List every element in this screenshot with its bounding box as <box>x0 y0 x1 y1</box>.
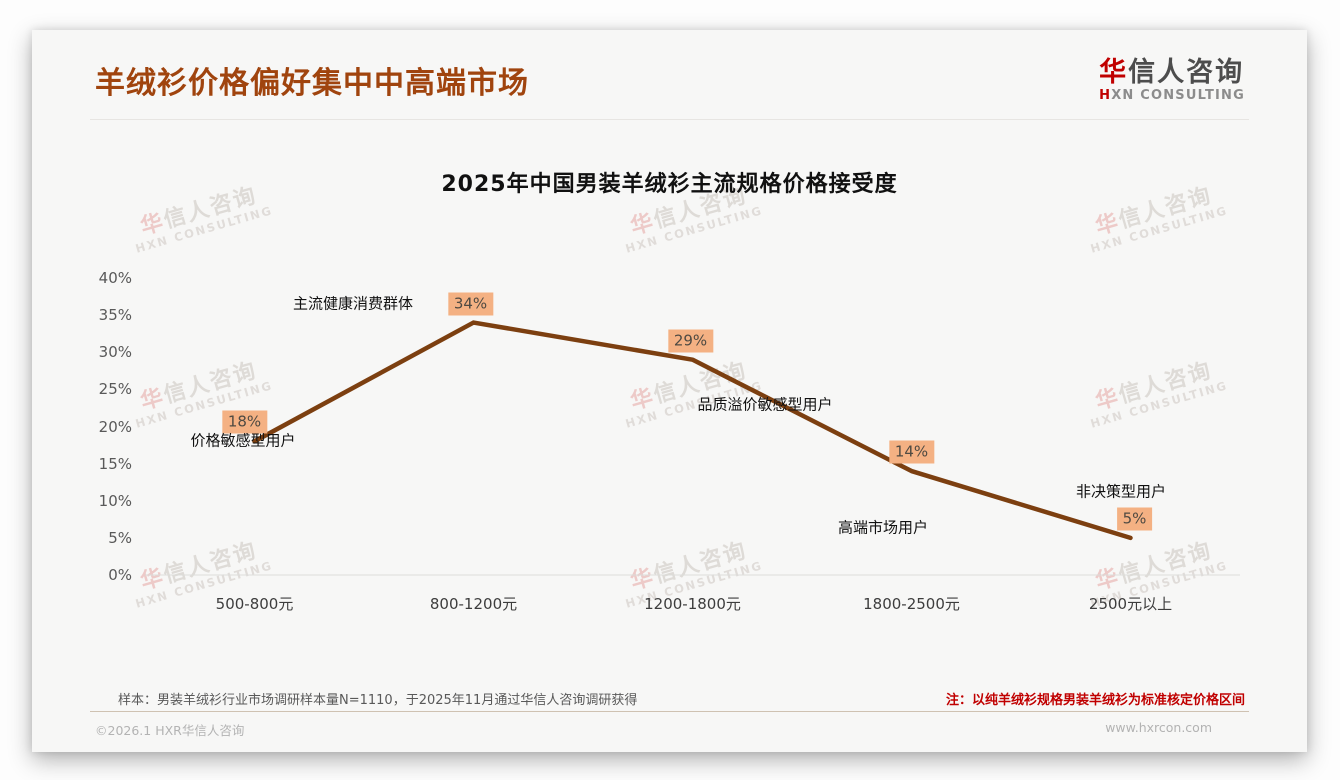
logo-chinese-name: 华信人咨询 <box>1099 58 1245 88</box>
y-axis-tick-label: 25% <box>98 380 132 399</box>
data-point-value-label: 14% <box>888 440 935 464</box>
footer-divider <box>90 711 1249 712</box>
website-text: www.hxrcon.com <box>1105 720 1212 735</box>
y-axis-tick-label: 35% <box>98 306 132 325</box>
data-point-value-label: 18% <box>221 410 268 434</box>
x-axis-category-label: 2500元以上 <box>1088 595 1173 613</box>
x-axis-category-label: 800-1200元 <box>429 595 518 613</box>
report-header: 羊绒衫价格偏好集中中高端市场 华信人咨询 HXN CONSULTING <box>95 58 1245 103</box>
y-axis-tick-label: 5% <box>108 528 132 547</box>
header-divider <box>90 119 1249 120</box>
y-axis-tick-label: 30% <box>98 343 132 362</box>
x-axis-category-label: 500-800元 <box>215 595 294 613</box>
segment-annotation-label: 高端市场用户 <box>837 518 929 537</box>
segment-annotation-label: 品质溢价敏感型用户 <box>697 395 833 414</box>
logo-en-rest: XN CONSULTING <box>1111 87 1245 103</box>
logo-name-rest: 信人咨询 <box>1128 57 1245 88</box>
copyright-text: ©2026.1 HXR华信人咨询 <box>95 723 245 738</box>
sample-footnote: 样本：男装羊绒衫行业市场调研样本量N=1110，于2025年11月通过华信人咨询… <box>118 693 638 708</box>
line-chart: 0% 5% 10% 15% 20% 25% 30% 35% 40% 500-800元 800-120… <box>32 30 1307 752</box>
company-logo: 华信人咨询 HXN CONSULTING <box>1099 58 1245 103</box>
data-point-value-label: 34% <box>447 292 494 316</box>
y-axis-tick-label: 0% <box>108 566 132 584</box>
price-note: 注：以纯羊绒衫规格男装羊绒衫为标准核定价格区间 <box>945 693 1245 708</box>
segment-annotation-label: 价格敏感型用户 <box>190 431 296 450</box>
logo-en-accent: H <box>1099 87 1112 103</box>
chart-canvas <box>145 320 1240 576</box>
chart-title: 2025年中国男装羊绒衫主流规格价格接受度 <box>441 172 898 197</box>
x-axis-category-label: 1200-1800元 <box>644 595 741 613</box>
x-axis-category-label: 1800-2500元 <box>863 595 960 613</box>
data-point-value-label: 29% <box>667 329 714 353</box>
segment-annotation-label: 非决策型用户 <box>1075 482 1167 501</box>
data-line <box>252 320 1133 541</box>
y-axis-tick-label: 10% <box>98 491 132 510</box>
segment-annotation-label: 主流健康消费群体 <box>292 294 414 313</box>
page-title: 羊绒衫价格偏好集中中高端市场 <box>95 66 529 101</box>
y-axis-tick-label: 40% <box>98 269 132 287</box>
report-card: 华信人咨询 HXN CONSULTING 华信人咨询 HXN CONSULTING 华信… <box>32 30 1307 752</box>
logo-english-name: HXN CONSULTING <box>1099 88 1245 103</box>
logo-accent-char: 华 <box>1099 57 1129 88</box>
y-axis-tick-label: 20% <box>98 417 132 436</box>
data-point-value-label: 5% <box>1116 507 1153 531</box>
y-axis-tick-label: 15% <box>98 454 132 473</box>
